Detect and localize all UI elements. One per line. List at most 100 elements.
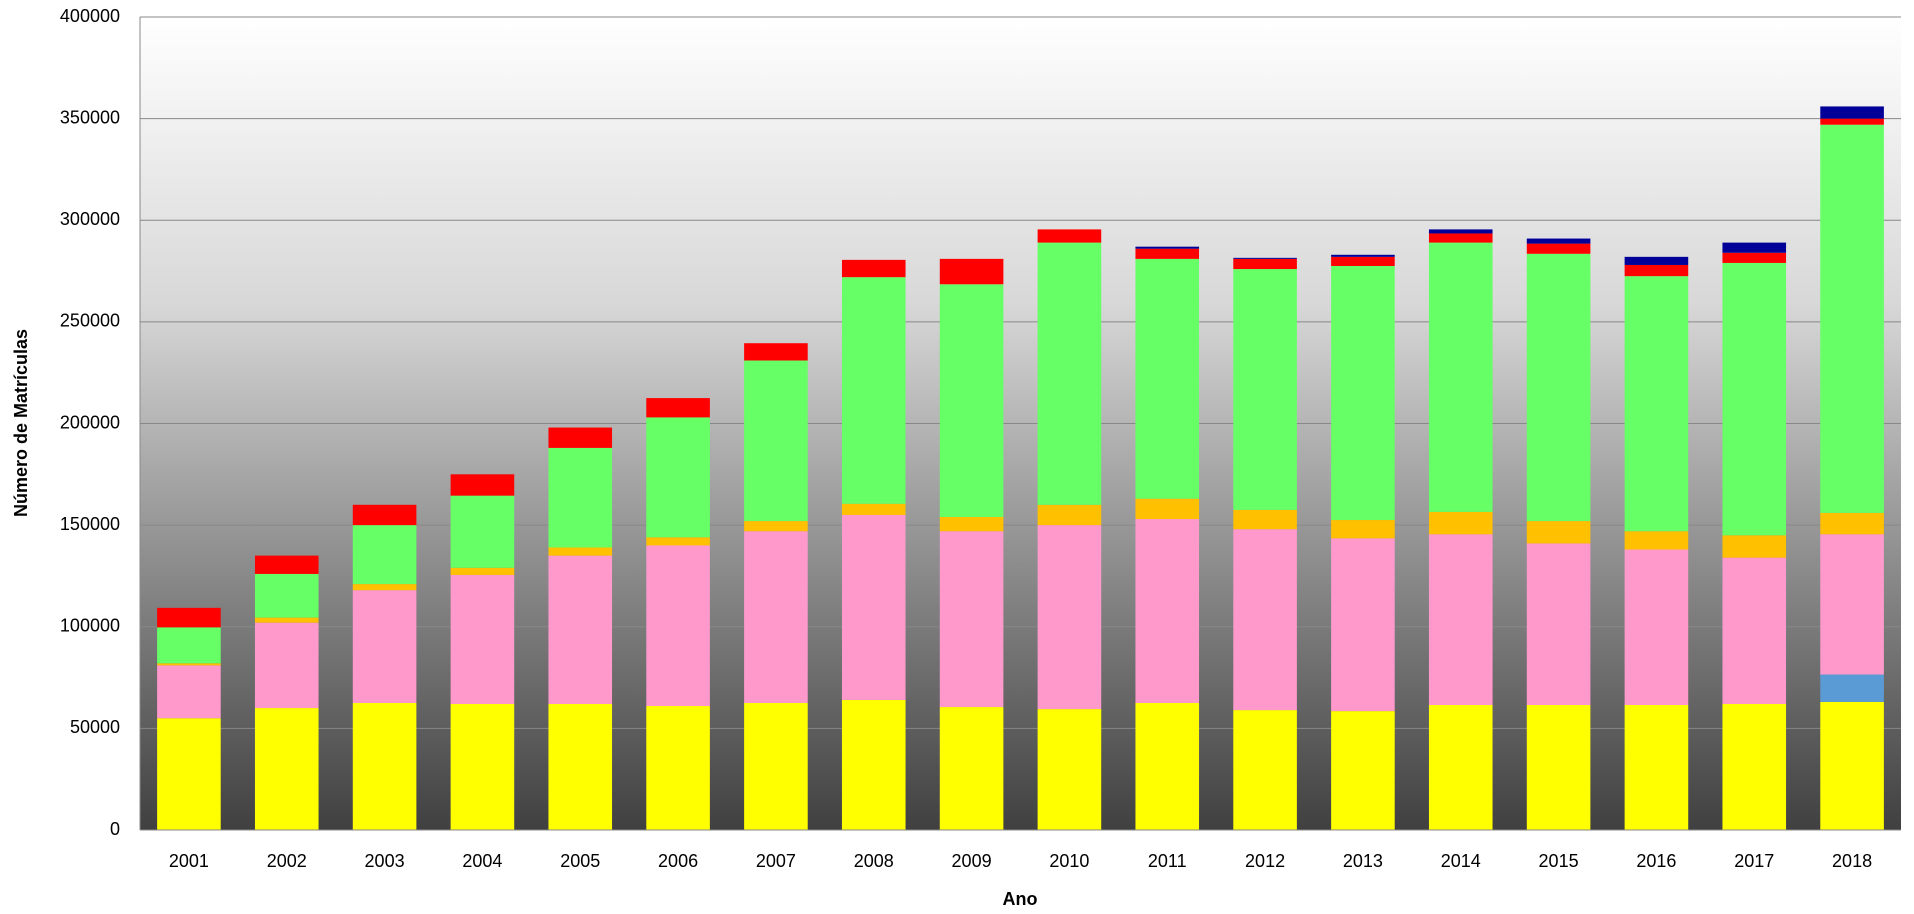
bar-segment	[157, 607, 221, 628]
bar-segment	[1624, 549, 1689, 706]
y-tick-label: 400000	[60, 6, 120, 26]
bar-segment	[841, 699, 906, 830]
bar-segment	[1428, 242, 1493, 512]
bar-segment	[1233, 257, 1297, 259]
bar-segment	[939, 531, 1004, 708]
bar-segment	[841, 277, 906, 504]
bar-segment	[744, 360, 808, 522]
x-tick-label: 2001	[169, 851, 209, 871]
bar-segment	[548, 547, 613, 556]
bar-segment	[254, 708, 319, 830]
bar-segment	[352, 702, 417, 830]
bar-segment	[1526, 243, 1591, 254]
bar-segment	[254, 555, 319, 574]
bar-segment	[1820, 674, 1884, 702]
bar-segment	[450, 574, 515, 704]
bar-segment	[1526, 238, 1591, 244]
x-tick-label: 2006	[658, 851, 698, 871]
bar-segment	[744, 343, 808, 361]
bar-segment	[1428, 229, 1493, 234]
x-axis-title: Ano	[1003, 889, 1038, 909]
bar-segment	[352, 525, 417, 585]
bar-segment	[1037, 709, 1102, 830]
bar-segment	[646, 537, 710, 546]
bar-segment	[352, 584, 417, 591]
x-tick-label: 2002	[267, 851, 307, 871]
x-tick-label: 2016	[1636, 851, 1676, 871]
bar-segment	[548, 555, 613, 704]
y-tick-label: 350000	[60, 107, 120, 127]
bar-segment	[1233, 269, 1297, 510]
bar-segment	[1428, 233, 1493, 243]
bar-segment	[1037, 229, 1102, 243]
bar-segment	[157, 627, 221, 664]
bar-segment	[254, 573, 319, 618]
bar-segment	[1233, 509, 1297, 530]
bar-segment	[1820, 118, 1884, 125]
bar-segment	[1820, 512, 1884, 535]
bar-segment	[1135, 258, 1200, 499]
bar-segment	[1624, 705, 1689, 830]
bar-segment	[548, 703, 613, 830]
x-tick-label: 2004	[462, 851, 502, 871]
bar-segment	[841, 514, 906, 700]
x-tick-label: 2014	[1441, 851, 1481, 871]
bar-segment	[254, 622, 319, 709]
bar-segment	[157, 665, 221, 719]
bar-segment	[548, 427, 613, 448]
bar-segment	[1722, 535, 1787, 558]
x-tick-label: 2009	[952, 851, 992, 871]
bar-segment	[1331, 256, 1395, 266]
x-tick-label: 2005	[560, 851, 600, 871]
bar-segment	[157, 718, 221, 830]
y-tick-label: 200000	[60, 412, 120, 432]
y-axis-title: Número de Matrículas	[11, 329, 31, 517]
bar-segment	[1820, 701, 1884, 830]
x-tick-label: 2010	[1049, 851, 1089, 871]
x-tick-label: 2008	[854, 851, 894, 871]
bar-segment	[939, 516, 1004, 532]
bar-segment	[1428, 534, 1493, 706]
bar-segment	[450, 495, 515, 568]
x-tick-label: 2003	[365, 851, 405, 871]
bar-segment	[1233, 710, 1297, 830]
bar-segment	[1135, 498, 1200, 520]
bar-segment	[1722, 252, 1787, 263]
bar-segment	[352, 504, 417, 526]
bar-segment	[548, 447, 613, 548]
y-tick-label: 0	[110, 819, 120, 839]
bar-segment	[1037, 525, 1102, 710]
bar-segment	[1526, 705, 1591, 830]
bar-segment	[1135, 519, 1200, 703]
bar-segment	[1624, 256, 1689, 265]
x-tick-label: 2017	[1734, 851, 1774, 871]
x-tick-label: 2012	[1245, 851, 1285, 871]
bar-segment	[1624, 276, 1689, 532]
bar-segment	[744, 521, 808, 532]
x-tick-label: 2015	[1539, 851, 1579, 871]
bar-segment	[1331, 538, 1395, 712]
bar-segment	[450, 567, 515, 575]
bar-segment	[1526, 543, 1591, 706]
bar-segment	[1722, 262, 1787, 536]
bar-segment	[1037, 242, 1102, 505]
bar-segment	[1722, 557, 1787, 704]
bar-segment	[744, 702, 808, 830]
y-tick-label: 100000	[60, 616, 120, 636]
bar-segment	[1820, 124, 1884, 513]
bar-segment	[646, 706, 710, 830]
bar-segment	[1135, 246, 1200, 249]
bar-segment	[1722, 242, 1787, 253]
x-tick-label: 2018	[1832, 851, 1872, 871]
bar-segment	[1526, 521, 1591, 544]
bar-segment	[157, 663, 221, 666]
bar-segment	[254, 617, 319, 623]
x-tick-label: 2011	[1148, 851, 1187, 871]
bar-segment	[1820, 534, 1884, 675]
bar-segment	[1624, 531, 1689, 550]
bar-segment	[1331, 254, 1395, 257]
bar-segment	[1624, 264, 1689, 277]
bar-segment	[1135, 248, 1200, 259]
bar-segment	[1037, 504, 1102, 526]
